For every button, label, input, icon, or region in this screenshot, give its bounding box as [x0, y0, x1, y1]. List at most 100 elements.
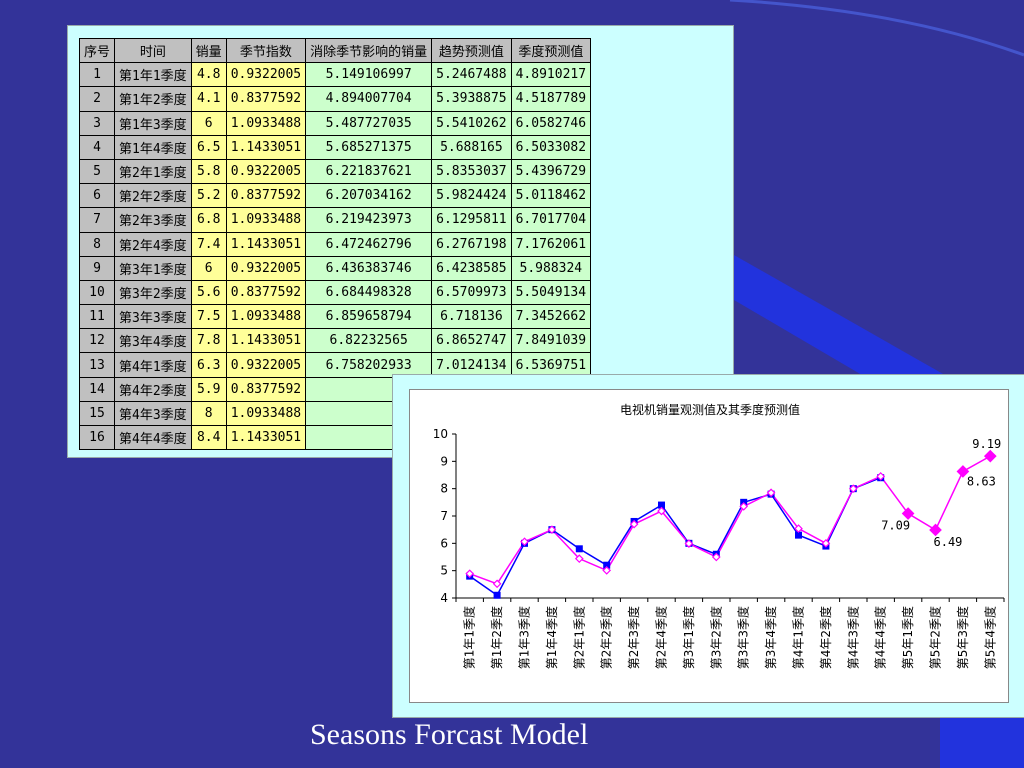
forecast-series-point: [465, 569, 475, 579]
y-tick-label: 6: [440, 536, 448, 550]
column-header-period: 时间: [114, 37, 192, 64]
cell-sales: 5.8: [190, 158, 227, 185]
cell-period: 第3年1季度: [114, 255, 192, 281]
forecast-series-point: [876, 472, 886, 481]
cell-seasonal-index: 1.1433051: [225, 424, 307, 451]
cell-deseasonalized-sales: 6.207034162: [305, 183, 433, 209]
x-tick-label: 第5年4季度: [982, 606, 997, 669]
cell-index: 13: [78, 352, 116, 378]
table-row: 10 第3年2季度 5.6 0.8377592 6.684498328 6.5709973…: [78, 279, 592, 306]
x-tick-label: 第3年2季度: [708, 606, 723, 669]
x-tick-label: 第2年4季度: [654, 606, 669, 669]
observed-series-point: [658, 501, 665, 509]
cell-trend-forecast: 6.718136: [431, 304, 512, 330]
cell-quarter-forecast: 7.1762061: [510, 231, 592, 257]
cell-trend-forecast: 5.3938875: [431, 86, 512, 112]
x-tick-label: 第5年1季度: [900, 606, 915, 669]
x-tick-label: 第4年2季度: [818, 606, 833, 669]
cell-trend-forecast: 5.8353037: [431, 158, 512, 185]
forecast-series-point: [520, 537, 529, 547]
cell-sales: 4.1: [190, 86, 227, 112]
cell-seasonal-index: 0.8377592: [225, 183, 307, 209]
cell-period: 第3年3季度: [114, 304, 192, 330]
cell-index: 1: [78, 62, 116, 88]
table-row: 11 第3年3季度 7.5 1.0933488 6.859658794 6.718136 7…: [78, 304, 592, 330]
cell-trend-forecast: 5.2467488: [431, 62, 512, 88]
cell-seasonal-index: 1.1433051: [225, 134, 307, 160]
cell-index: 15: [78, 400, 116, 427]
column-header-deseasonalized-sales: 消除季节影响的销量: [305, 37, 433, 64]
cell-period: 第2年1季度: [114, 158, 192, 185]
forecast-series-point: [929, 523, 942, 537]
cell-deseasonalized-sales: 6.684498328: [305, 279, 433, 306]
cell-seasonal-index: 0.9322005: [225, 255, 307, 281]
forecast-series-point: [684, 539, 694, 548]
x-tick-label: 第3年1季度: [681, 606, 696, 669]
table-row: 9 第3年1季度 6 0.9322005 6.436383746 6.4238585 5.9…: [78, 255, 592, 281]
cell-deseasonalized-sales: 6.859658794: [305, 304, 433, 330]
forecast-series-point: [956, 465, 970, 478]
cell-seasonal-index: 0.9322005: [225, 352, 307, 378]
table-row: 5 第2年1季度 5.8 0.9322005 6.221837621 5.8353037 5…: [78, 158, 592, 185]
x-tick-label: 第4年1季度: [791, 606, 806, 669]
cell-index: 16: [78, 424, 116, 451]
table-row: 6 第2年2季度 5.2 0.8377592 6.207034162 5.9824424 5…: [78, 183, 592, 209]
forecast-series-point: [794, 524, 803, 533]
cell-seasonal-index: 0.8377592: [225, 86, 307, 112]
cell-seasonal-index: 0.8377592: [225, 279, 307, 306]
cell-seasonal-index: 1.0933488: [225, 304, 307, 330]
forecast-series-point: [657, 506, 666, 516]
cell-trend-forecast: 5.5410262: [431, 110, 512, 136]
y-tick-label: 5: [440, 564, 448, 578]
forecast-series-point: [602, 566, 612, 575]
cell-index: 11: [78, 304, 116, 330]
cell-deseasonalized-sales: 6.758202933: [305, 352, 433, 378]
forecast-series-point: [983, 449, 997, 463]
table-header-row: 序号 时间 销量 季节指数 消除季节影响的销量 趋势预测值 季度预测值: [78, 37, 592, 64]
forecast-series-point: [492, 579, 502, 589]
data-table: 序号 时间 销量 季节指数 消除季节影响的销量 趋势预测值 季度预测值 1 第1年1季度 4.8…: [78, 37, 592, 451]
forecast-series-point: [901, 507, 915, 520]
chart-title: 电视机销量观测值及其季度预测值: [620, 402, 800, 417]
cell-sales: 7.8: [190, 328, 227, 354]
cell-quarter-forecast: 7.3452662: [510, 304, 592, 330]
cell-period: 第4年1季度: [114, 352, 192, 378]
cell-index: 4: [78, 134, 116, 160]
cell-seasonal-index: 1.1433051: [225, 328, 307, 354]
cell-deseasonalized-sales: 5.685271375: [305, 134, 433, 160]
line-chart: 电视机销量观测值及其季度预测值 4 5 6 7 8 9 10 第1年1季度 第1年2季度 第1年3季…: [433, 402, 1005, 669]
cell-sales: 4.8: [190, 62, 227, 88]
cell-quarter-forecast: 7.8491039: [510, 328, 592, 354]
table-row: 7 第2年3季度 6.8 1.0933488 6.219423973 6.1295811 6…: [78, 207, 592, 233]
y-tick-label: 10: [433, 427, 448, 441]
cell-seasonal-index: 1.0933488: [225, 400, 307, 427]
data-label: 9.19: [972, 437, 1001, 451]
cell-seasonal-index: 0.8377592: [225, 376, 307, 402]
x-tick-label: 第1年3季度: [517, 606, 532, 669]
cell-seasonal-index: 1.1433051: [225, 231, 307, 257]
cell-sales: 6.5: [190, 134, 227, 160]
x-tick-label: 第5年2季度: [928, 606, 943, 669]
cell-deseasonalized-sales: 4.894007704: [305, 86, 433, 112]
cell-index: 7: [78, 207, 116, 233]
column-header-sales: 销量: [190, 37, 227, 64]
table-row: 8 第2年4季度 7.4 1.1433051 6.472462796 6.2767198 7…: [78, 231, 592, 257]
slide-caption: Seasons Forcast Model: [310, 718, 589, 751]
column-header-quarter-forecast: 季度预测值: [510, 37, 592, 64]
x-tick-label: 第5年3季度: [955, 606, 970, 669]
cell-quarter-forecast: 6.0582746: [510, 110, 592, 136]
cell-period: 第4年2季度: [114, 376, 192, 402]
cell-deseasonalized-sales: 6.82232565: [305, 328, 433, 354]
cell-sales: 6.8: [190, 207, 227, 233]
table-row: 4 第1年4季度 6.5 1.1433051 5.685271375 5.688165 6.…: [78, 134, 592, 160]
cell-trend-forecast: 5.9824424: [431, 183, 512, 209]
cell-index: 14: [78, 376, 116, 402]
cell-quarter-forecast: 4.8910217: [510, 62, 592, 88]
cell-deseasonalized-sales: 5.487727035: [305, 110, 433, 136]
data-label: 7.09: [881, 519, 910, 533]
table-row: 12 第3年4季度 7.8 1.1433051 6.82232565 6.8652747 7…: [78, 328, 592, 354]
cell-seasonal-index: 1.0933488: [225, 207, 307, 233]
observed-series-point: [575, 545, 583, 553]
cell-sales: 5.6: [190, 279, 227, 306]
y-tick-label: 9: [440, 454, 448, 468]
